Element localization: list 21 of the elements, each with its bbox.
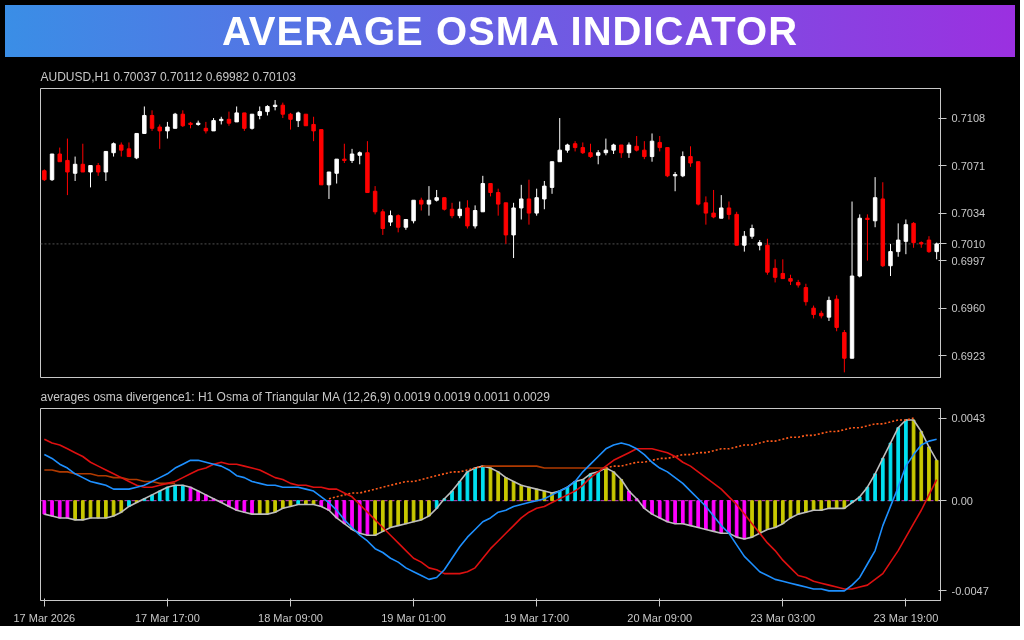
- x-tick-label: 23 Mar 03:00: [750, 611, 816, 624]
- x-tick-label: 18 Mar 09:00: [258, 611, 323, 624]
- x-tick-label: 17 Mar 17:00: [135, 611, 200, 624]
- x-tick-label: 20 Mar 09:00: [627, 611, 693, 624]
- ref-line-label: 0.7010: [951, 237, 986, 250]
- y-tick-label: 0.6997: [951, 254, 986, 267]
- y-tick-label: 0.00: [951, 494, 973, 507]
- chart-title: averages osma divergence1: H1 Osma of Triangular MA (12,26,9) 0.0019 0.0019 0.0011 0.0029: [40, 389, 551, 404]
- y-tick-label: 0.7108: [951, 112, 986, 125]
- y-tick-label: -0.0047: [951, 584, 989, 597]
- y-tick-label: 0.6923: [951, 349, 986, 362]
- text: AVERAGE OSMA INDICATOR: [221, 8, 799, 55]
- x-tick-label: 23 Mar 19:00: [873, 611, 939, 624]
- y-tick-label: 0.7071: [951, 159, 986, 172]
- y-tick-label: 0.6960: [951, 302, 986, 315]
- chart-title: AUDUSD,H1 0.70037 0.70112 0.69982 0.70103: [40, 69, 297, 84]
- y-tick-label: 0.7034: [951, 207, 986, 220]
- y-tick-label: 0.0043: [951, 412, 986, 425]
- x-tick-label: 19 Mar 17:00: [504, 611, 570, 624]
- x-tick-label: 17 Mar 2026: [13, 611, 76, 624]
- x-tick-label: 19 Mar 01:00: [381, 611, 446, 624]
